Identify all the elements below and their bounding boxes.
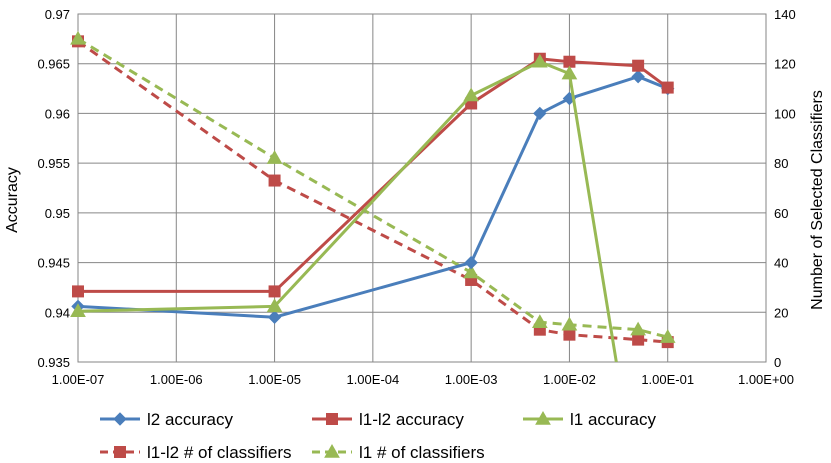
series-layer <box>70 30 676 362</box>
series-line <box>78 60 618 362</box>
data-point <box>266 298 283 313</box>
legend-label: l1-l2 # of classifiers <box>147 443 292 462</box>
legend-marker <box>326 413 338 425</box>
y2-tick-label: 140 <box>774 7 796 22</box>
data-point <box>632 333 645 346</box>
y2-tick-label: 0 <box>774 355 781 370</box>
data-point <box>561 316 578 331</box>
data-point <box>632 59 645 72</box>
y-tick-label: 0.935 <box>37 355 70 370</box>
data-point <box>267 310 282 324</box>
data-point <box>70 30 86 45</box>
data-point <box>266 150 283 164</box>
y2-tick-label: 100 <box>774 106 796 121</box>
legend-item: l1 accuracy <box>523 410 656 429</box>
y-tick-label: 0.965 <box>37 57 70 72</box>
x-tick-label: 1.00E-03 <box>445 372 498 387</box>
data-point <box>631 69 645 84</box>
y-tick-label: 0.945 <box>37 256 70 271</box>
legend-item: l1-l2 accuracy <box>312 410 464 429</box>
data-point <box>464 255 478 270</box>
y-tick-label: 0.95 <box>45 206 70 221</box>
legend-label: l2 accuracy <box>147 410 233 429</box>
legend-label: l1 accuracy <box>570 410 656 429</box>
data-point <box>563 328 576 341</box>
y-tick-label: 0.94 <box>45 305 70 320</box>
data-point <box>659 329 676 343</box>
x-tick-label: 1.00E+00 <box>738 372 794 387</box>
x-tick-label: 1.00E-05 <box>248 372 301 387</box>
legend-marker <box>324 443 340 458</box>
data-point <box>630 321 646 336</box>
y2-tick-label: 60 <box>774 206 788 221</box>
y-tick-label: 0.97 <box>45 7 70 22</box>
data-point <box>561 65 578 80</box>
series-l1-accuracy <box>70 53 618 362</box>
data-point <box>72 285 84 298</box>
legend-marker <box>114 446 126 458</box>
data-point <box>463 87 480 102</box>
x-tick-label: 1.00E-06 <box>150 372 203 387</box>
legend-marker <box>113 412 127 426</box>
data-point <box>563 55 576 68</box>
y2-tick-label: 120 <box>774 57 796 72</box>
plot-frame <box>77 13 767 363</box>
data-point <box>533 106 547 121</box>
legend-item: l2 accuracy <box>100 410 233 429</box>
legend-label: l1 # of classifiers <box>359 443 485 462</box>
x-tick-label: 1.00E-01 <box>641 372 694 387</box>
y-tick-label: 0.955 <box>37 156 70 171</box>
data-point <box>70 303 86 318</box>
legend-item: l1 # of classifiers <box>312 443 485 462</box>
data-point <box>268 285 281 298</box>
data-point <box>268 174 281 187</box>
legend-item: l1-l2 # of classifiers <box>100 443 292 462</box>
data-point <box>661 81 674 94</box>
legend-marker <box>535 410 551 425</box>
legend: l2 accuracy l1-l2 accuracy l1 accuracy l1-l… <box>100 410 656 462</box>
x-tick-label: 1.00E-02 <box>543 372 596 387</box>
y2-tick-label: 80 <box>774 156 788 171</box>
data-point <box>463 264 480 279</box>
data-point <box>531 53 548 68</box>
data-point <box>531 314 548 328</box>
x-tick-label: 1.00E-04 <box>346 372 399 387</box>
y2-tick-label: 40 <box>774 256 788 271</box>
x-axis-ticks: 1.00E-07 1.00E-06 1.00E-05 1.00E-04 1.00E-03… <box>52 372 794 387</box>
series-l1-of-classifiers <box>70 30 676 343</box>
y2-tick-label: 20 <box>774 305 788 320</box>
legend-label: l1-l2 accuracy <box>359 410 464 429</box>
y2-axis-title: Number of Selected Classifiers <box>809 90 826 310</box>
y2-axis-ticks: 0 20 40 60 80 100 120 140 <box>774 7 796 370</box>
x-tick-label: 1.00E-07 <box>52 372 105 387</box>
y-axis-title: Accuracy <box>4 167 21 233</box>
y-tick-label: 0.96 <box>45 106 70 121</box>
grid <box>77 13 767 363</box>
y-axis-ticks: 0.935 0.94 0.945 0.95 0.955 0.96 0.965 0.97 <box>37 7 70 370</box>
